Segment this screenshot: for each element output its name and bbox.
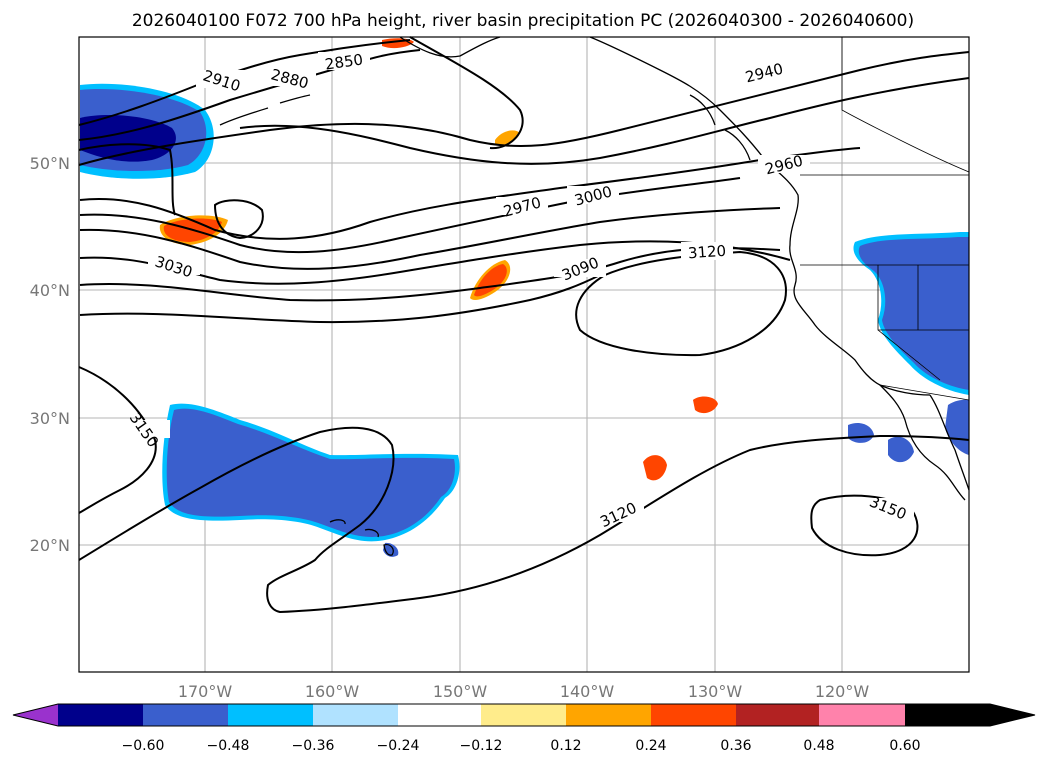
- contour-label-bg: [862, 498, 914, 516]
- contour-label-bg: [681, 242, 733, 260]
- lat-label-40n: 40°N: [30, 281, 70, 300]
- lon-label-160w: 160°W: [305, 682, 360, 701]
- colorbar-tick-label: 0.48: [803, 738, 834, 754]
- contour-nw-small-loop: [213, 199, 264, 240]
- contour-label-bg: [318, 52, 370, 70]
- precip-region-pos-north: [495, 130, 520, 146]
- border-us-mexico: [879, 384, 970, 401]
- colorbar-tick-label: −0.60: [122, 738, 165, 754]
- colorbar-outline: [12, 703, 1036, 727]
- precip-region-west-us: [858, 237, 969, 390]
- colorbar-tick-label: −0.24: [377, 738, 420, 754]
- contour-label-bg: [758, 155, 810, 173]
- contour-3060: [79, 247, 781, 302]
- colorbar-tick-label: 0.24: [635, 738, 666, 754]
- contour-2940-2: [239, 77, 970, 165]
- coast-bc-islands: [689, 94, 751, 161]
- colorbar-tick-label: −0.48: [207, 738, 250, 754]
- coast-aleutians: [219, 94, 311, 126]
- contour-label-3120-north: 3120: [687, 242, 726, 263]
- colorbar-extend-low: [13, 704, 58, 726]
- contour-label-bg: [738, 62, 790, 80]
- contour-nw-loop: [78, 143, 176, 216]
- colorbar-bin-5: [398, 704, 481, 726]
- precip-positive-regions: [159, 38, 718, 481]
- colorbar-tick-label: 0.12: [550, 738, 581, 754]
- contour-2850: [78, 39, 411, 126]
- colorbar-bin-9: [736, 704, 819, 726]
- contour-2910-2940: [78, 51, 970, 166]
- contour-3090: [79, 274, 601, 324]
- contour-3150-west: [78, 366, 157, 514]
- coastlines: [219, 36, 970, 556]
- border-alaska-canada: [841, 37, 970, 173]
- longitude-labels: 170°W 160°W 150°W 140°W 130°W 120°W: [178, 682, 870, 701]
- border-us-states: [800, 264, 969, 381]
- coast-north-america-west: [589, 36, 931, 396]
- figure-title: 2026040100 F072 700 hPa height, river ba…: [132, 11, 914, 31]
- contour-label-bg: [148, 257, 200, 275]
- coast-gulf-california: [929, 394, 970, 491]
- contour-label-bg: [196, 70, 248, 88]
- map-frame: [78, 36, 970, 673]
- colorbar-bin-3: [228, 704, 313, 726]
- contour-label-bg: [554, 259, 606, 277]
- colorbar-tick-label: −0.36: [292, 738, 335, 754]
- lon-label-120w: 120°W: [815, 682, 870, 701]
- contour-3000: [79, 177, 741, 254]
- precip-region-southwest: [945, 399, 969, 455]
- precip-region-subtropical: [166, 408, 455, 537]
- colorbar-bin-10: [819, 704, 905, 726]
- coast-baja-west: [879, 384, 966, 501]
- colorbar: −0.60 −0.48 −0.36 −0.24 −0.12 0.12 0.24 …: [12, 703, 1036, 754]
- map-panel: 2850 2880 2910 2940 2960 2970 3000 3030 …: [78, 36, 970, 673]
- contour-label-bg: [118, 420, 170, 438]
- contour-3120-south: [78, 426, 970, 614]
- precip-negative-regions: [80, 83, 969, 557]
- lon-label-170w: 170°W: [178, 682, 233, 701]
- lon-label-150w: 150°W: [433, 682, 488, 701]
- contour-ridge-north: [409, 36, 524, 150]
- coast-alaska-south: [399, 36, 501, 58]
- contour-3000-b: [79, 207, 781, 270]
- colorbar-bin-7: [566, 704, 651, 726]
- colorbar-bin-6: [481, 704, 566, 726]
- lon-label-140w: 140°W: [560, 682, 615, 701]
- contour-label-bg: [496, 197, 548, 215]
- lat-label-50n: 50°N: [30, 154, 70, 173]
- colorbar-extend-high: [905, 704, 1035, 726]
- contour-label-bg: [592, 504, 644, 522]
- latitude-labels: 50°N 40°N 30°N 20°N: [30, 154, 70, 555]
- colorbar-bin-8: [651, 704, 736, 726]
- lon-label-130w: 130°W: [688, 682, 743, 701]
- colorbar-bin-4: [313, 704, 398, 726]
- political-borders: [800, 37, 970, 401]
- map-background: [79, 37, 969, 672]
- colorbar-tick-label: 0.36: [720, 738, 751, 754]
- contour-label-bg: [264, 68, 316, 86]
- contour-label-2850: 2850: [324, 50, 364, 73]
- colorbar-bin-1: [58, 704, 143, 726]
- colorbar-tick-label: 0.60: [889, 738, 920, 754]
- contour-label-bg: [567, 186, 619, 204]
- colorbar-bin-2: [143, 704, 228, 726]
- lat-label-20n: 20°N: [30, 536, 70, 555]
- lat-label-30n: 30°N: [30, 409, 70, 428]
- colorbar-tick-label: −0.12: [460, 738, 503, 754]
- contour-labels: 2850 2880 2910 2940 2960 2970 3000 3030 …: [118, 50, 914, 531]
- precip-region-pos-135w: [643, 455, 667, 481]
- precip-region-baja: [888, 436, 914, 463]
- precip-region-pos-131w: [693, 396, 718, 414]
- coast-hawaii: [329, 519, 394, 556]
